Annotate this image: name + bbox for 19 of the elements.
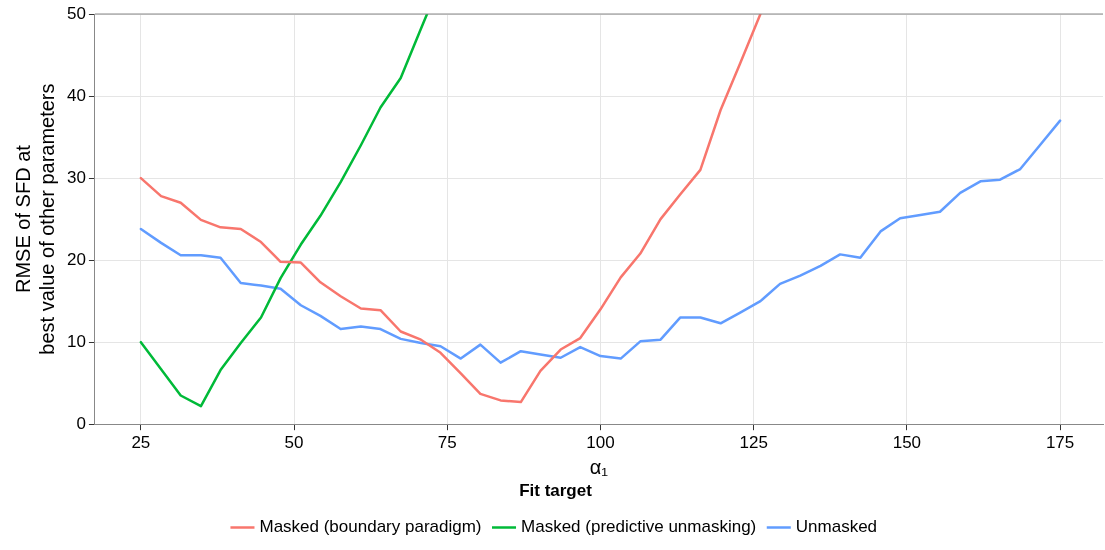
x-tick-label: 25 — [131, 433, 151, 453]
y-axis-title: RMSE of SFD at best value of other parameters — [11, 83, 58, 355]
y-tick-label: 20 — [66, 249, 86, 269]
legend-label: Masked (predictive unmasking) — [521, 517, 757, 537]
x-tick-label: 150 — [892, 433, 922, 453]
y-tick-label: 30 — [66, 167, 86, 187]
x-tick-label: 175 — [1045, 433, 1075, 453]
x-tick-label: 75 — [437, 433, 457, 453]
y-tick-label: 0 — [76, 413, 86, 433]
x-tick-label: 50 — [284, 433, 304, 453]
y-tick-label: 50 — [66, 3, 86, 23]
legend-label: Unmasked — [795, 517, 878, 537]
legend-title: Fit target — [519, 480, 593, 500]
x-tick-label: 100 — [586, 433, 615, 453]
x-axis-title: α₁ — [589, 456, 609, 479]
legend-label: Masked (boundary paradigm) — [259, 517, 482, 537]
x-tick-label: 125 — [739, 433, 768, 453]
y-tick-label: 10 — [66, 331, 86, 351]
y-tick-label: 40 — [66, 85, 86, 105]
